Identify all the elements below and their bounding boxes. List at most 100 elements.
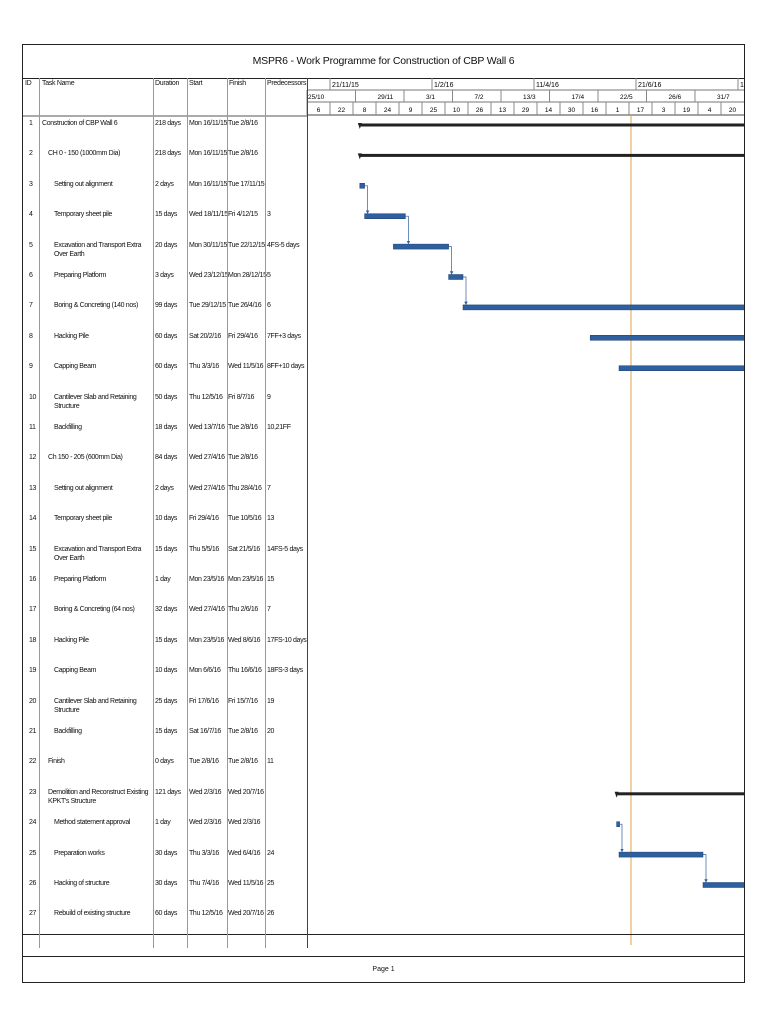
task-predecessors: 5 <box>267 272 271 279</box>
major-tick-label: 21/11/15 <box>332 82 359 89</box>
summary-bar <box>359 123 744 127</box>
task-start: Wed 18/11/15 <box>189 211 228 219</box>
task-duration: 2 days <box>155 180 174 188</box>
day-tick-label: 19 <box>683 107 691 114</box>
task-start: Mon 16/11/15 <box>189 150 228 158</box>
task-predecessors: 25 <box>267 880 275 887</box>
task-predecessors: 18FS-3 days <box>267 667 303 675</box>
task-start: Mon 30/11/15 <box>189 241 228 249</box>
task-duration: 10 days <box>155 515 178 523</box>
task-finish: Tue 2/8/16 <box>228 758 258 766</box>
task-id: 3 <box>29 180 33 188</box>
day-tick-label: 25 <box>430 107 438 114</box>
task-start: Wed 27/4/16 <box>189 454 225 462</box>
summary-cap-start <box>614 791 619 798</box>
task-start: Mon 16/11/15 <box>189 120 228 127</box>
task-duration: 20 days <box>155 241 178 249</box>
task-finish: Fri 8/7/16 <box>228 393 255 401</box>
dependency-link <box>448 246 454 275</box>
task-duration: 1 day <box>155 819 171 827</box>
col-header-finish: Finish <box>229 80 246 87</box>
task-id: 13 <box>29 484 37 492</box>
task-duration: 50 days <box>155 393 178 401</box>
task-start: Fri 17/6/16 <box>189 697 219 705</box>
task-predecessors: 4FS-5 days <box>267 241 300 249</box>
major-tick-label: 1/2/16 <box>434 82 454 89</box>
column-divider <box>265 78 266 948</box>
minor-tick-label: 17/4 <box>572 94 585 101</box>
task-predecessors: 7FF+3 days <box>267 332 301 340</box>
day-tick-label: 17 <box>637 107 645 114</box>
task-id: 21 <box>29 728 37 735</box>
column-divider <box>187 78 188 948</box>
task-duration: 121 days <box>155 788 181 796</box>
page-footer: Page 1 <box>23 956 744 982</box>
task-predecessors: 6 <box>267 302 271 310</box>
page-title: MSPR6 - Work Programme for Construction … <box>23 45 744 79</box>
task-start: Fri 29/4/16 <box>189 515 219 523</box>
task-id: 27 <box>29 910 37 918</box>
day-tick-label: 6 <box>317 107 321 114</box>
day-tick-label: 24 <box>384 107 392 114</box>
task-start: Wed 23/12/15 <box>189 272 229 279</box>
column-divider <box>39 78 40 948</box>
minor-tick-label: 26/6 <box>669 94 682 101</box>
day-tick-label: 26 <box>476 107 484 114</box>
task-duration: 15 days <box>155 545 178 553</box>
task-name: Rebuild of existing structure <box>54 910 131 918</box>
task-duration: 25 days <box>155 697 178 705</box>
day-tick-label: 30 <box>568 107 576 114</box>
task-name: Hacking of structure <box>54 880 110 887</box>
task-start: Wed 13/7/16 <box>189 424 225 431</box>
task-name: Excavation and Transport Extra Over Eart… <box>54 241 142 258</box>
task-finish: Tue 2/8/16 <box>228 728 258 735</box>
task-name: Cantilever Slab and Retaining Structure <box>54 697 137 714</box>
col-header-duration: Duration <box>155 80 180 87</box>
day-tick-label: 9 <box>409 107 413 114</box>
summary-cap-start <box>357 153 362 160</box>
task-id: 16 <box>29 576 37 583</box>
task-id: 26 <box>29 880 37 887</box>
task-start: Sat 16/7/16 <box>189 728 221 735</box>
col-header-predecessors: Predecessors <box>267 80 307 87</box>
day-tick-label: 4 <box>708 107 712 114</box>
task-predecessors: 7 <box>267 606 271 614</box>
day-tick-label: 1 <box>616 107 620 114</box>
task-name: Capping Beam <box>54 363 97 371</box>
task-finish: Mon 23/5/16 <box>228 576 264 583</box>
gantt-chart: 21/11/15 1/2/16 11/4/16 21/6/16 1 25/10 29/11 3… <box>23 78 744 945</box>
task-duration: 15 days <box>155 728 178 735</box>
task-finish: Tue 26/4/16 <box>228 302 262 310</box>
task-start: Wed 2/3/16 <box>189 788 222 796</box>
column-divider <box>153 78 154 948</box>
task-start: Mon 6/6/16 <box>189 667 221 675</box>
task-duration: 0 days <box>155 758 174 766</box>
task-start: Wed 27/4/16 <box>189 606 225 614</box>
task-predecessors: 9 <box>267 393 271 401</box>
task-bar <box>618 365 744 371</box>
task-id: 5 <box>29 241 33 249</box>
task-predecessors: 11 <box>267 758 274 766</box>
task-bar <box>359 183 365 189</box>
minor-tick-label: 3/1 <box>426 94 435 101</box>
task-predecessors: 8FF+10 days <box>267 363 305 371</box>
task-id: 18 <box>29 636 37 644</box>
task-predecessors: 26 <box>267 910 275 918</box>
dependency-link <box>703 854 708 883</box>
task-finish: Wed 6/4/16 <box>228 849 261 857</box>
task-id: 25 <box>29 849 37 857</box>
task-id: 2 <box>29 150 33 158</box>
task-finish: Fri 4/12/15 <box>228 211 258 219</box>
task-bar <box>462 304 744 311</box>
task-id: 22 <box>29 758 37 766</box>
major-tick-label: 11/4/16 <box>536 82 559 89</box>
task-finish: Thu 28/4/16 <box>228 484 262 492</box>
task-name: Capping Beam <box>54 667 97 675</box>
task-id: 19 <box>29 667 37 675</box>
task-duration: 15 days <box>155 636 178 644</box>
task-start: Wed 2/3/16 <box>189 819 222 827</box>
task-predecessors: 19 <box>267 697 275 705</box>
task-id: 9 <box>29 363 33 371</box>
task-start: Sat 20/2/16 <box>189 332 221 340</box>
day-tick-label: 3 <box>662 107 666 114</box>
